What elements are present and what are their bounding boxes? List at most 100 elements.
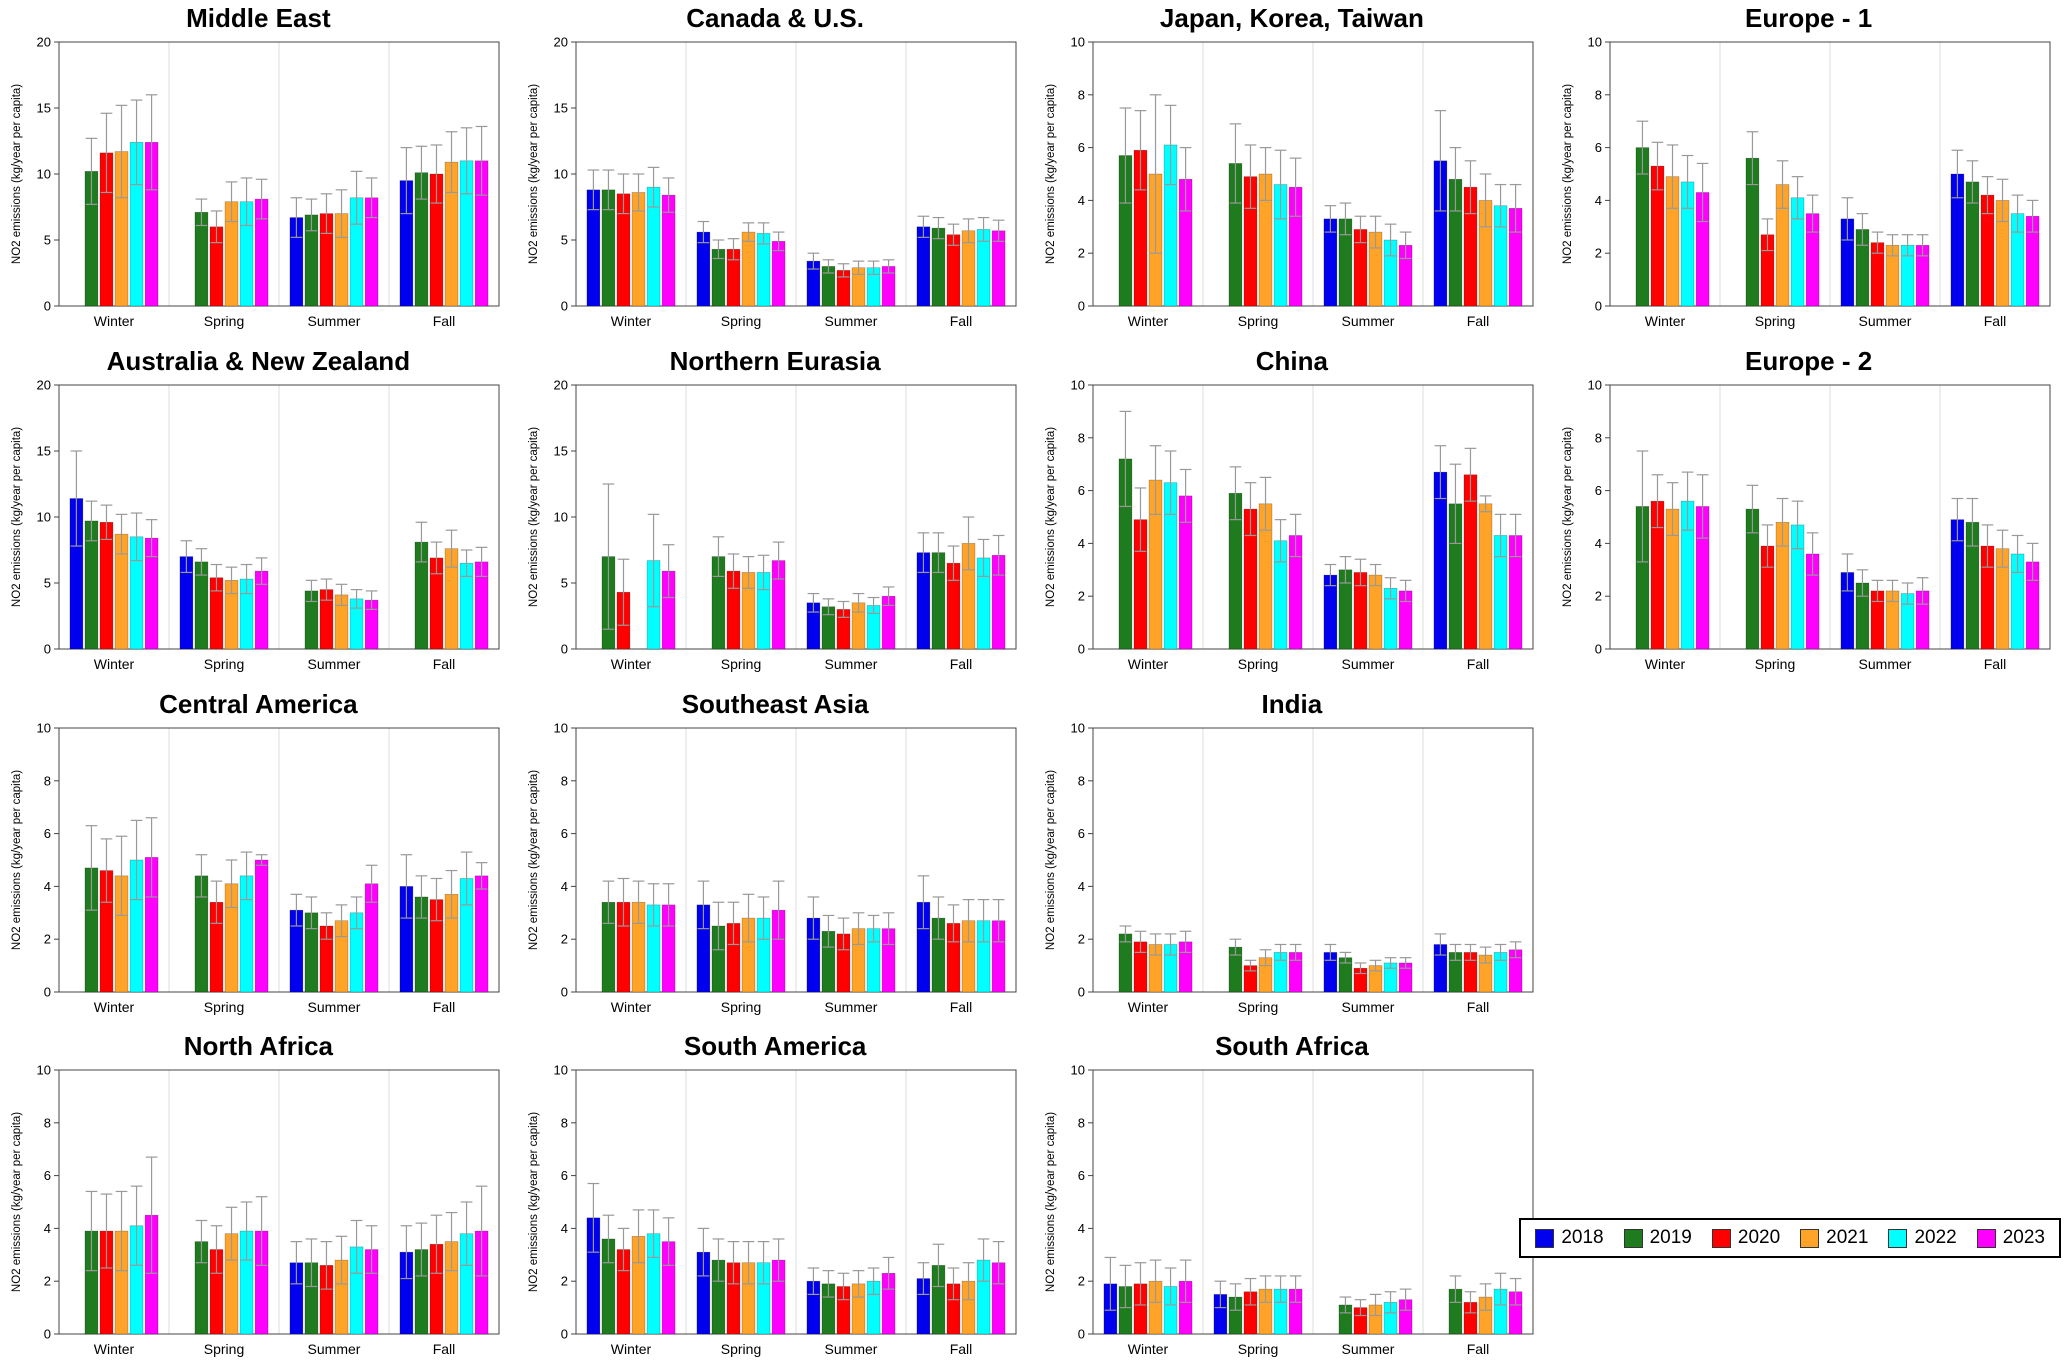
y-tick-label: 0 bbox=[561, 1327, 568, 1342]
panel-cell-northern-eurasia: Northern Eurasia 0 5 10 15 20 NO2 emissions (k… bbox=[517, 343, 1034, 686]
error-bar bbox=[476, 1185, 488, 1277]
error-bar bbox=[1354, 215, 1367, 244]
error-bar bbox=[416, 521, 428, 563]
y-axis-label: NO2 emissions (kg/year per capita) bbox=[1045, 426, 1057, 606]
error-bar bbox=[1494, 943, 1507, 961]
chart-south-america: 0 2 4 6 8 10 NO2 emissions (kg/year per capita… bbox=[528, 1063, 1017, 1357]
y-axis-label: NO2 emissions (kg/year per capita) bbox=[1562, 426, 1574, 606]
season-label-summer: Summer bbox=[825, 656, 878, 672]
error-bar bbox=[617, 173, 630, 215]
panel-cell-southeast-asia: Southeast Asia 0 2 4 6 8 10 NO2 emissions (kg/y… bbox=[517, 686, 1034, 1029]
error-bar bbox=[727, 553, 740, 589]
y-tick-label: 0 bbox=[1078, 641, 1085, 656]
error-bar bbox=[1179, 468, 1192, 523]
error-bar bbox=[461, 1201, 473, 1267]
error-bar bbox=[662, 543, 675, 598]
error-bar bbox=[241, 850, 253, 900]
y-tick-label: 10 bbox=[37, 509, 51, 524]
y-tick-label: 10 bbox=[554, 509, 568, 524]
error-bar bbox=[1464, 1291, 1477, 1314]
error-bar bbox=[1149, 932, 1162, 956]
error-bar bbox=[1134, 487, 1147, 552]
error-bar bbox=[917, 874, 930, 929]
y-tick-label: 15 bbox=[37, 101, 51, 116]
bar-2021-spring bbox=[741, 231, 756, 307]
y-tick-label: 4 bbox=[561, 1221, 568, 1236]
error-bar bbox=[1259, 1275, 1272, 1304]
y-tick-label: 6 bbox=[561, 1168, 568, 1183]
error-bar bbox=[1841, 553, 1853, 592]
y-tick-label: 4 bbox=[1078, 536, 1085, 551]
legend-label-2021: 2021 bbox=[1826, 1227, 1869, 1248]
chart-title-northern-eurasia: Northern Eurasia bbox=[669, 345, 881, 376]
error-bar bbox=[1164, 450, 1177, 515]
error-bar bbox=[822, 1270, 835, 1298]
error-bar bbox=[1666, 481, 1678, 536]
error-bar bbox=[101, 112, 113, 194]
error-bar bbox=[351, 588, 363, 609]
error-bar bbox=[647, 513, 660, 608]
error-bar bbox=[446, 131, 458, 194]
error-bar bbox=[587, 1183, 600, 1254]
legend-item-2019: 2019 bbox=[1623, 1227, 1692, 1249]
error-bar bbox=[400, 146, 413, 215]
error-bar bbox=[131, 99, 143, 186]
season-label-winter: Winter bbox=[94, 1341, 135, 1357]
error-bar bbox=[1449, 146, 1462, 212]
error-bar bbox=[1399, 1288, 1412, 1312]
season-label-winter: Winter bbox=[1128, 1341, 1169, 1357]
error-bar bbox=[822, 597, 835, 616]
error-bar bbox=[1791, 176, 1803, 220]
error-bar bbox=[932, 216, 945, 240]
error-bar bbox=[116, 835, 128, 916]
error-bar bbox=[882, 1257, 895, 1290]
legend-swatch-2019 bbox=[1623, 1228, 1643, 1248]
y-axis-label: NO2 emissions (kg/year per capita) bbox=[11, 769, 23, 949]
error-bar bbox=[290, 1241, 303, 1285]
error-bar bbox=[351, 1220, 363, 1275]
error-bar bbox=[226, 181, 238, 223]
error-bar bbox=[822, 914, 835, 948]
error-bar bbox=[86, 1191, 98, 1272]
y-tick-label: 15 bbox=[554, 443, 568, 458]
chart-title-europe-1: Europe - 1 bbox=[1745, 3, 1873, 33]
chart-title-south-africa: South Africa bbox=[1215, 1031, 1369, 1062]
error-bar bbox=[947, 1267, 960, 1301]
error-bar bbox=[1636, 450, 1648, 563]
season-label-fall: Fall bbox=[950, 656, 973, 672]
y-tick-label: 0 bbox=[44, 299, 51, 314]
panel-cell-north-africa: North Africa 0 2 4 6 8 10 NO2 emissions (kg/yea… bbox=[0, 1028, 517, 1371]
y-tick-label: 6 bbox=[561, 826, 568, 841]
season-label-summer: Summer bbox=[1341, 313, 1394, 329]
error-bar bbox=[1761, 218, 1773, 252]
error-bar bbox=[476, 546, 488, 577]
legend-label-2023: 2023 bbox=[2002, 1227, 2045, 1248]
chart-title-southeast-asia: Southeast Asia bbox=[681, 688, 869, 719]
season-label-spring: Spring bbox=[721, 999, 761, 1015]
error-bar bbox=[632, 880, 645, 924]
y-tick-label: 2 bbox=[1594, 246, 1601, 261]
legend-swatch-2021 bbox=[1800, 1228, 1820, 1248]
error-bar bbox=[1289, 157, 1302, 217]
y-tick-label: 10 bbox=[554, 167, 568, 182]
error-bar bbox=[757, 222, 770, 245]
error-bar bbox=[256, 557, 268, 585]
y-tick-label: 0 bbox=[44, 1327, 51, 1342]
season-label-summer: Summer bbox=[308, 313, 361, 329]
error-bar bbox=[772, 231, 785, 252]
error-bar bbox=[1951, 497, 1963, 542]
error-bar bbox=[1369, 563, 1382, 586]
error-bar bbox=[757, 1241, 770, 1285]
y-tick-label: 2 bbox=[1078, 246, 1085, 261]
chart-title-middle-east: Middle East bbox=[186, 3, 331, 33]
error-bar bbox=[647, 166, 660, 208]
panel-cell-europe-1: Europe - 1 0 2 4 6 8 10 NO2 emissions (kg/year … bbox=[1550, 0, 2067, 343]
error-bar bbox=[196, 547, 208, 576]
error-bar bbox=[1104, 1257, 1117, 1312]
bar-2019-spring bbox=[195, 211, 209, 307]
legend-label-2022: 2022 bbox=[1914, 1227, 1957, 1248]
plot-box bbox=[1092, 384, 1534, 650]
error-bar bbox=[977, 216, 990, 242]
error-bar bbox=[992, 1241, 1005, 1285]
error-bar bbox=[1494, 183, 1507, 228]
